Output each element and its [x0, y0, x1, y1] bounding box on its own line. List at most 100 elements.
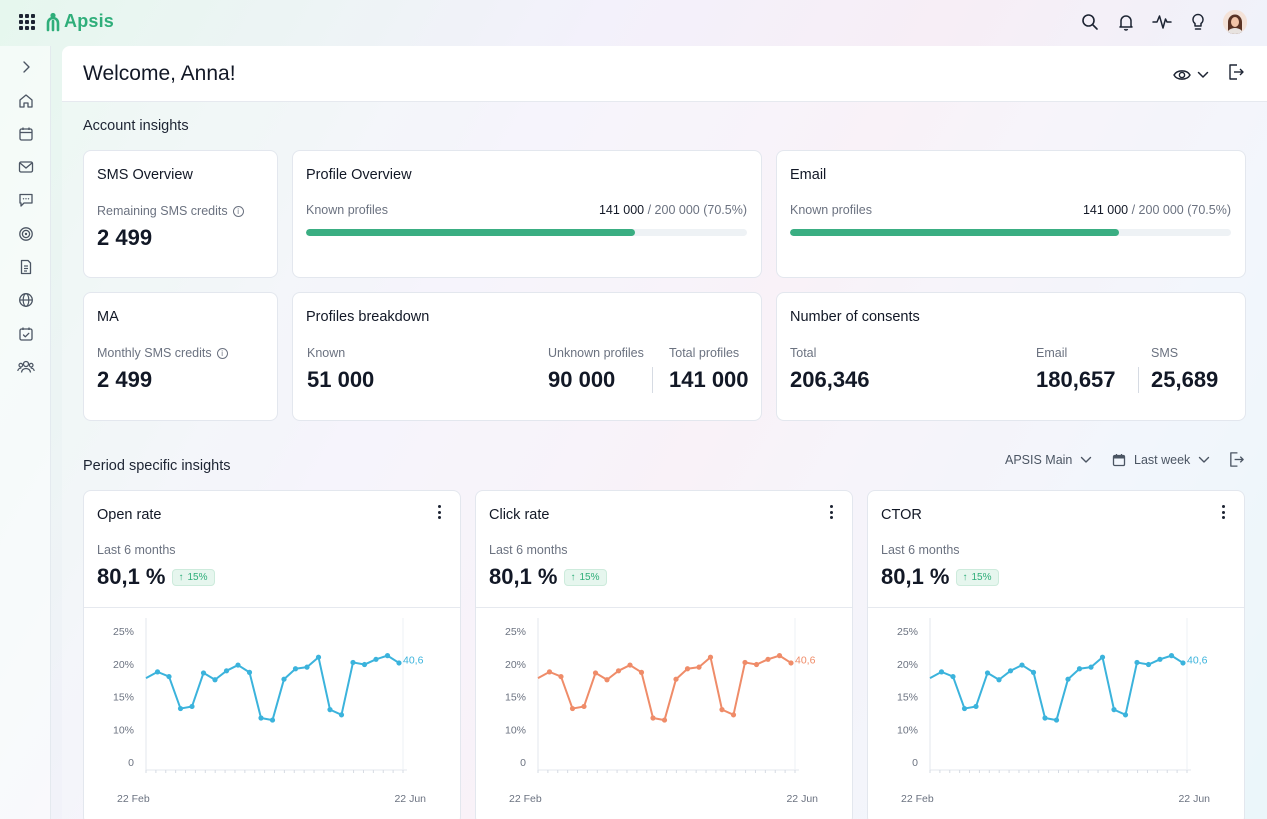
data-point[interactable]	[938, 669, 945, 675]
data-point[interactable]	[950, 673, 956, 680]
target-icon[interactable]	[16, 224, 36, 244]
data-point[interactable]	[1019, 662, 1025, 668]
mail-icon[interactable]	[16, 157, 36, 177]
data-point[interactable]	[788, 660, 794, 666]
account-filter-dropdown[interactable]: APSIS Main	[1005, 453, 1092, 467]
more-options-icon[interactable]	[438, 505, 442, 519]
data-point[interactable]	[315, 654, 322, 660]
data-point[interactable]	[730, 712, 737, 718]
data-point[interactable]	[1030, 669, 1037, 675]
data-point[interactable]	[177, 705, 184, 712]
data-point[interactable]	[189, 703, 195, 710]
calendar-check-icon[interactable]	[16, 324, 36, 344]
data-point[interactable]	[292, 666, 299, 672]
data-point[interactable]	[673, 676, 679, 682]
visibility-dropdown[interactable]	[1173, 68, 1209, 82]
data-point[interactable]	[1168, 653, 1175, 659]
data-point[interactable]	[154, 669, 161, 675]
data-point[interactable]	[1065, 676, 1071, 682]
data-point[interactable]	[776, 653, 783, 659]
data-point[interactable]	[696, 664, 702, 670]
data-point[interactable]	[684, 666, 691, 672]
data-point[interactable]	[742, 659, 748, 666]
chevron-down-icon	[1197, 71, 1209, 78]
user-avatar[interactable]	[1223, 10, 1247, 34]
data-point[interactable]	[373, 656, 379, 662]
data-point[interactable]	[1134, 659, 1140, 666]
expand-chevron-icon[interactable]	[16, 57, 36, 77]
export-insights-icon[interactable]	[1228, 451, 1245, 468]
data-point[interactable]	[719, 707, 725, 713]
data-point[interactable]	[973, 703, 979, 710]
total-consents-value: 206,346	[790, 367, 870, 392]
more-options-icon[interactable]	[830, 505, 834, 519]
email-consents-value: 180,657	[1036, 367, 1116, 392]
data-point[interactable]	[281, 676, 287, 682]
arrow-up-icon: ↑	[962, 572, 968, 583]
info-icon[interactable]: i	[216, 348, 228, 359]
data-point[interactable]	[223, 668, 230, 674]
search-icon[interactable]	[1079, 11, 1101, 33]
data-point[interactable]	[350, 659, 356, 666]
users-icon[interactable]	[16, 357, 36, 377]
data-point[interactable]	[765, 656, 771, 662]
data-point[interactable]	[1053, 717, 1060, 723]
apps-grid-icon[interactable]	[19, 14, 35, 30]
data-point[interactable]	[1145, 661, 1152, 668]
data-point[interactable]	[327, 707, 333, 713]
data-point[interactable]	[384, 653, 391, 659]
data-point[interactable]	[638, 669, 645, 675]
x-tick-label: 22 Feb	[509, 793, 542, 805]
data-point[interactable]	[246, 669, 253, 675]
data-point[interactable]	[1088, 664, 1094, 670]
data-point[interactable]	[396, 660, 402, 666]
bell-icon[interactable]	[1115, 11, 1137, 33]
data-point[interactable]	[604, 677, 610, 683]
data-point[interactable]	[304, 664, 310, 670]
data-point[interactable]	[961, 705, 968, 712]
data-point[interactable]	[269, 717, 276, 723]
calendar-icon	[1112, 454, 1126, 467]
export-icon[interactable]	[1227, 63, 1245, 86]
globe-icon[interactable]	[16, 290, 36, 310]
data-point[interactable]	[581, 703, 587, 710]
data-point[interactable]	[1180, 660, 1186, 666]
data-point[interactable]	[546, 669, 553, 675]
data-point[interactable]	[592, 670, 599, 676]
data-point[interactable]	[753, 661, 760, 668]
data-point[interactable]	[661, 717, 668, 723]
lightbulb-icon[interactable]	[1187, 11, 1209, 33]
data-point[interactable]	[212, 677, 218, 683]
data-point[interactable]	[235, 662, 241, 668]
data-point[interactable]	[258, 715, 264, 721]
info-icon[interactable]: i	[232, 206, 244, 217]
data-point[interactable]	[1157, 656, 1163, 662]
document-icon[interactable]	[16, 257, 36, 277]
activity-icon[interactable]	[1151, 11, 1173, 33]
data-point[interactable]	[650, 715, 656, 721]
data-point[interactable]	[707, 654, 714, 660]
data-point[interactable]	[984, 670, 991, 676]
data-point[interactable]	[361, 661, 368, 668]
chevron-down-icon	[1199, 456, 1210, 463]
app-logo[interactable]: Apsis	[46, 11, 114, 32]
data-point[interactable]	[166, 673, 172, 680]
calendar-icon[interactable]	[16, 124, 36, 144]
data-point[interactable]	[569, 705, 576, 712]
data-point[interactable]	[1007, 668, 1014, 674]
home-icon[interactable]	[16, 91, 36, 111]
more-options-icon[interactable]	[1222, 505, 1226, 519]
data-point[interactable]	[558, 673, 564, 680]
data-point[interactable]	[1042, 715, 1048, 721]
data-point[interactable]	[627, 662, 633, 668]
data-point[interactable]	[338, 712, 345, 718]
data-point[interactable]	[1122, 712, 1129, 718]
sms-chat-icon[interactable]	[16, 190, 36, 210]
data-point[interactable]	[200, 670, 207, 676]
data-point[interactable]	[1076, 666, 1083, 672]
data-point[interactable]	[1111, 707, 1117, 713]
data-point[interactable]	[1099, 654, 1106, 660]
data-point[interactable]	[996, 677, 1002, 683]
data-point[interactable]	[615, 668, 622, 674]
period-filter-dropdown[interactable]: Last week	[1112, 453, 1210, 467]
